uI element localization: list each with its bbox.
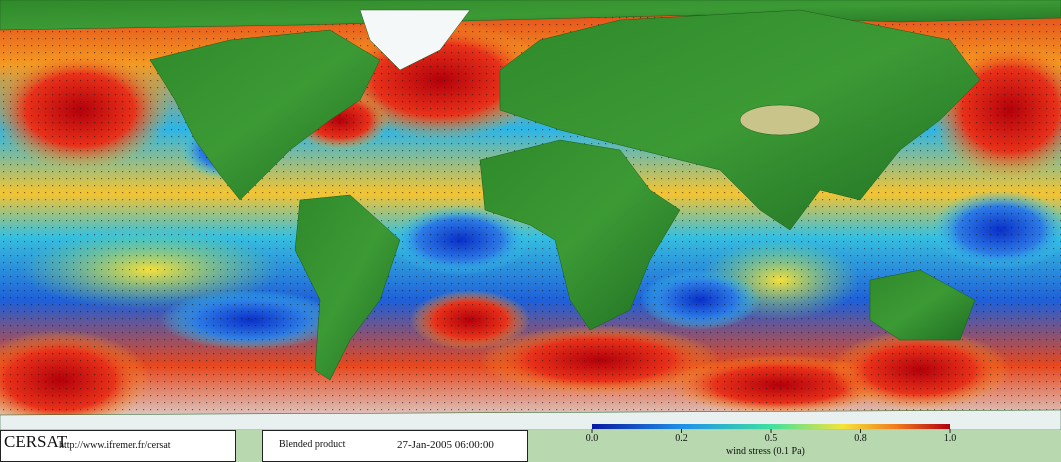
colorbar-tick-label: 0.8 [854,433,867,444]
product: Blended product [279,439,346,450]
continents [0,0,1061,431]
colorbar-tick-label: 1.0 [944,433,957,444]
colorbar-label: wind stress (0.1 Pa) [726,446,805,457]
logo: CERSAT [4,432,68,451]
timestamp: 27-Jan-2005 06:00:00 [397,439,494,451]
colorbar-tick-label: 0.2 [675,433,688,444]
colorbar [592,424,950,429]
url: http://www.ifremer.fr/cersat [59,440,171,451]
product-box: Blended product 27-Jan-2005 06:00:00 [262,430,528,462]
colorbar-tick-label: 0.5 [765,433,778,444]
colorbar-tick-label: 0.0 [586,433,599,444]
credit-box: CERSAT http://www.ifremer.fr/cersat [0,430,236,462]
